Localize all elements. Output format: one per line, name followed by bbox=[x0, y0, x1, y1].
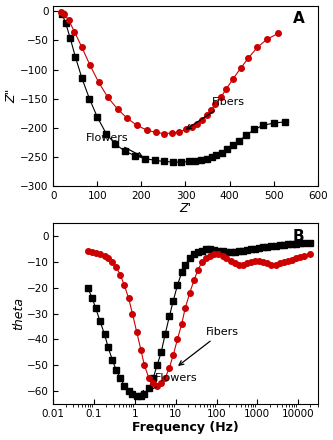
Text: Fibers: Fibers bbox=[187, 96, 245, 129]
Y-axis label: theta: theta bbox=[12, 297, 25, 330]
X-axis label: Z': Z' bbox=[179, 202, 191, 215]
Text: Fibers: Fibers bbox=[179, 326, 239, 365]
Y-axis label: Z": Z" bbox=[6, 88, 19, 103]
Text: Flowers: Flowers bbox=[141, 373, 197, 395]
Text: A: A bbox=[293, 11, 304, 26]
Text: Flowers: Flowers bbox=[86, 133, 142, 157]
X-axis label: Frequency (Hz): Frequency (Hz) bbox=[132, 422, 239, 434]
Text: B: B bbox=[293, 229, 304, 244]
